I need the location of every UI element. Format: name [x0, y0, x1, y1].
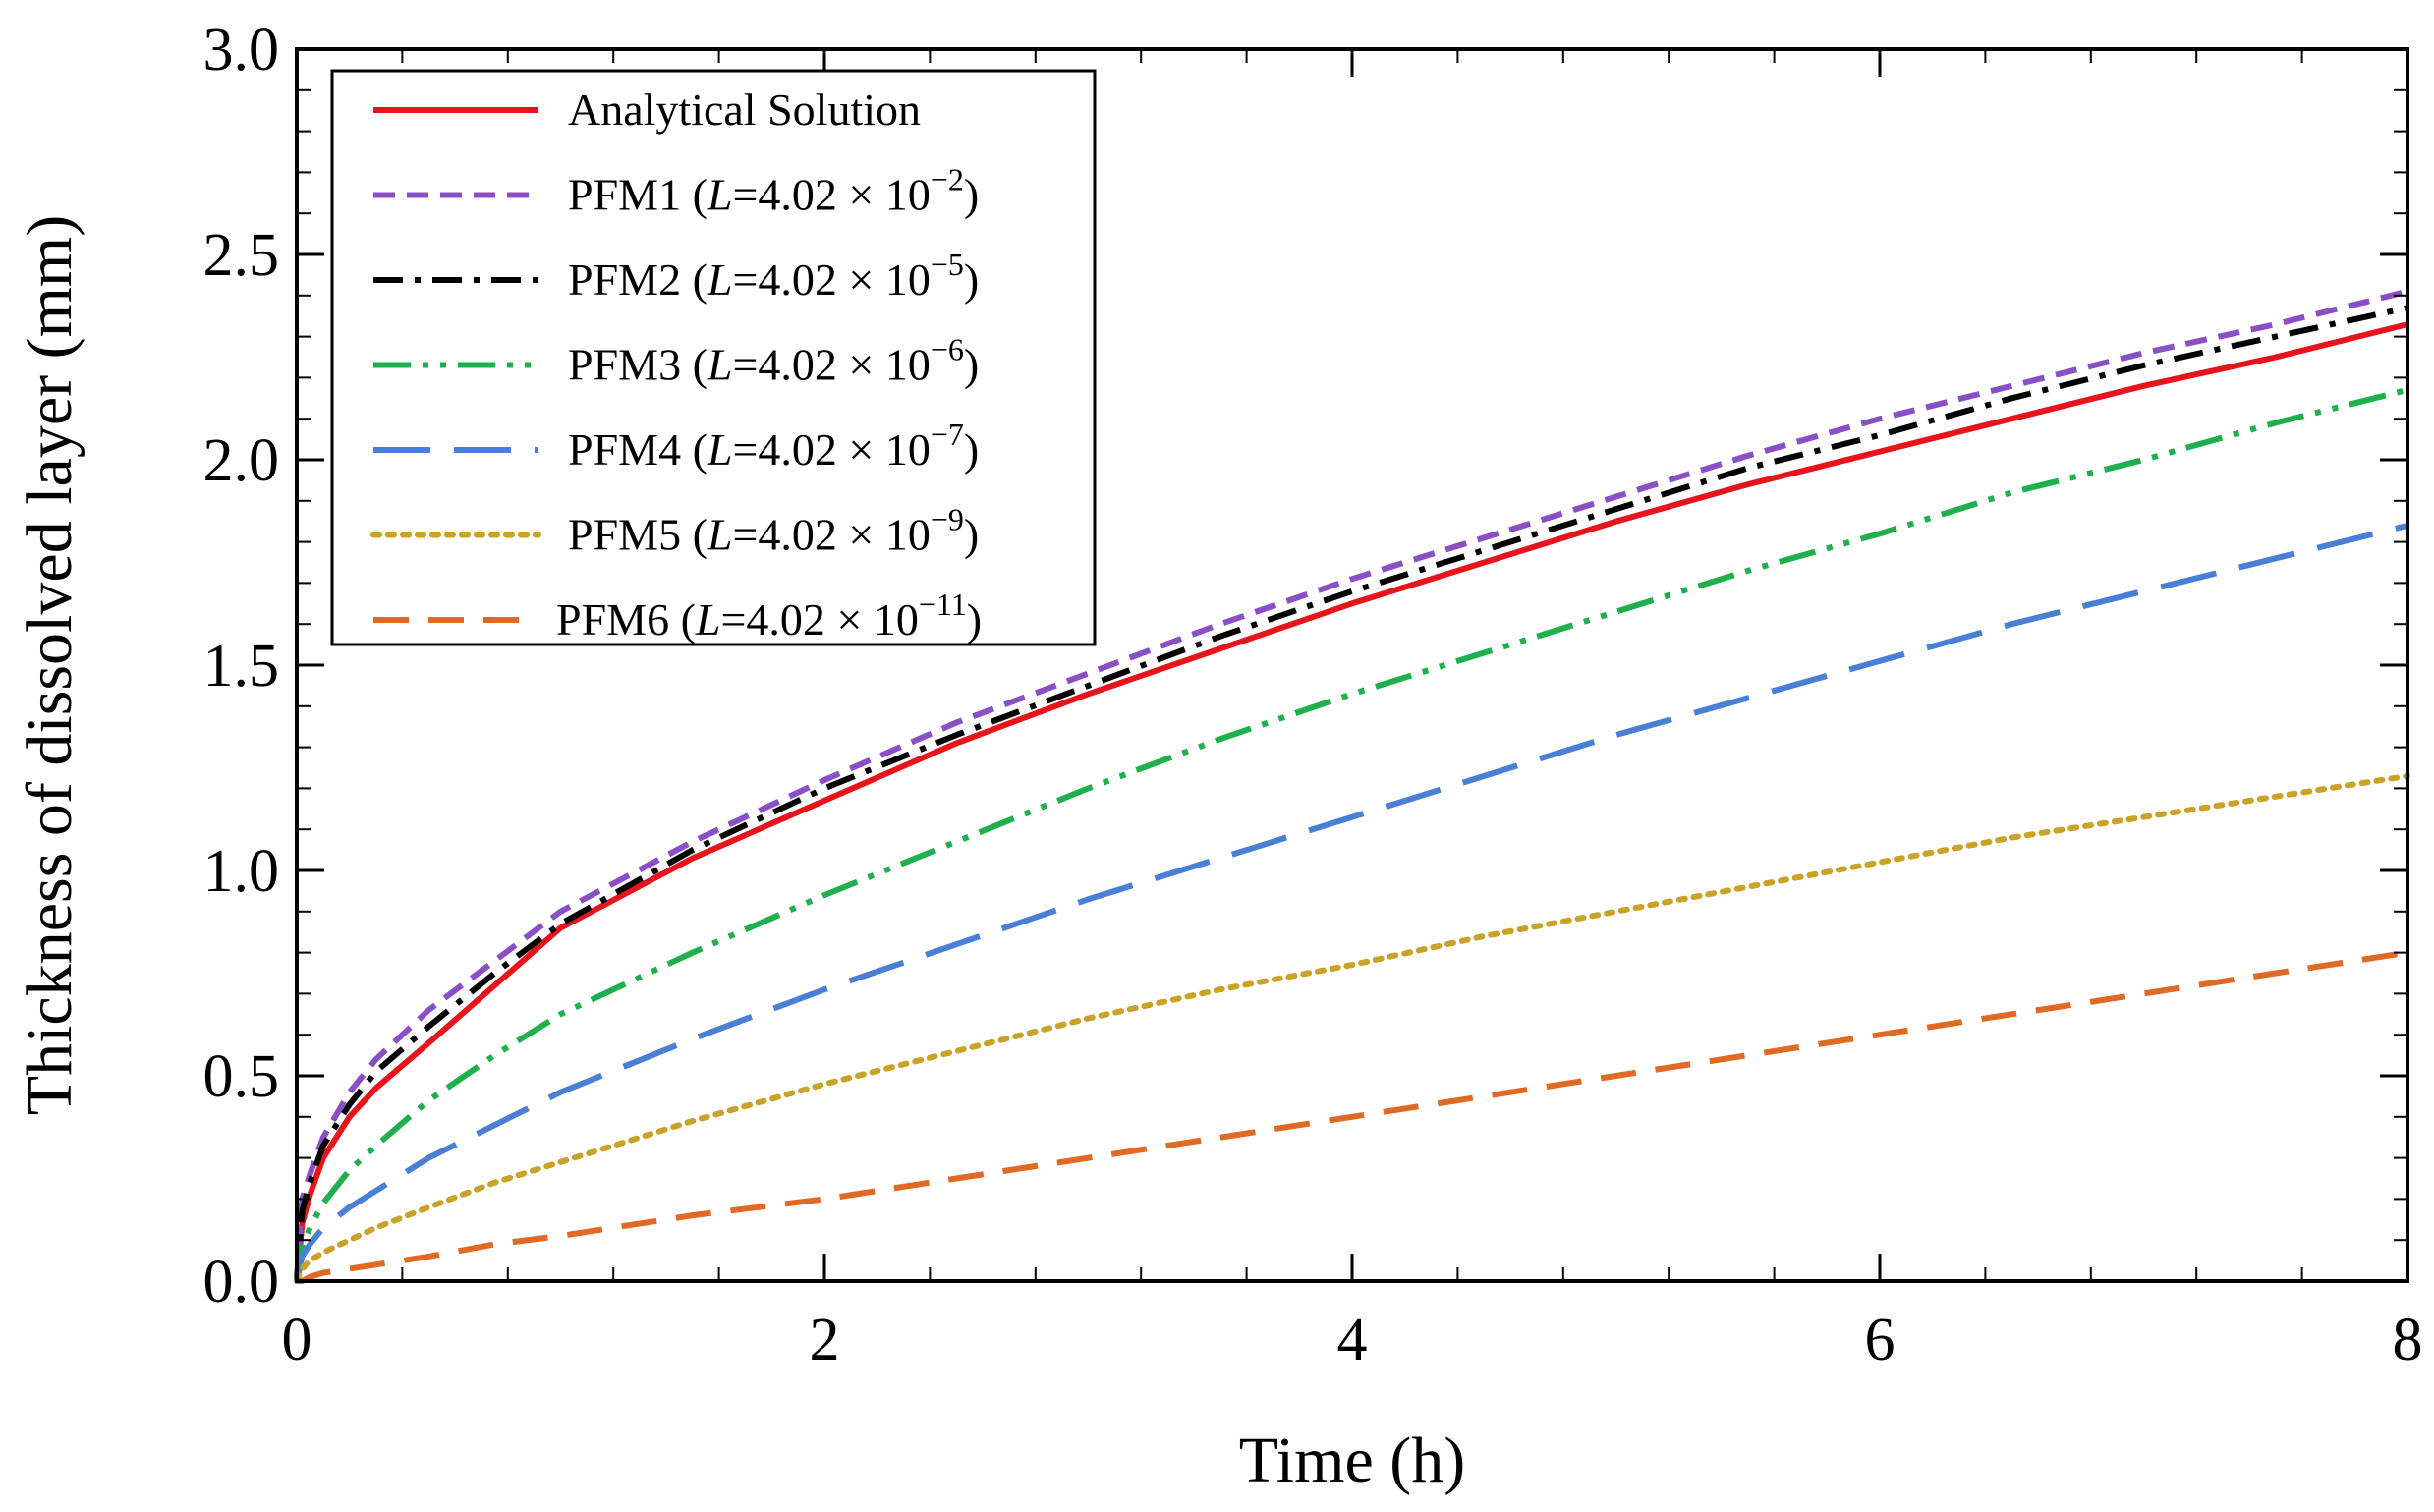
x-tick-label: 2	[810, 1307, 840, 1373]
series-line-2	[294, 288, 2408, 1282]
y-axis-label: Thickness of dissolved layer (mm)	[14, 215, 85, 1115]
legend-label-1: Analytical Solution	[568, 84, 921, 135]
y-tick-label: 1.0	[203, 838, 280, 905]
legend: Analytical Solution PFM1 (L=4.02 × 10−2) P…	[330, 69, 1097, 646]
legend-label-3: PFM2 (L=4.02 × 10−5)	[568, 247, 979, 305]
series-line-3	[294, 305, 2408, 1282]
legend-label-4: PFM3 (L=4.02 × 10−6)	[568, 332, 979, 390]
legend-label-7: PFM6 (L=4.02 × 10−11)	[556, 587, 982, 644]
series-layer	[294, 288, 2410, 1284]
y-tick-label: 1.5	[203, 633, 280, 700]
series-line-4	[294, 386, 2408, 1282]
x-tick-label: 0	[282, 1307, 312, 1373]
x-tick-label: 4	[1337, 1307, 1368, 1373]
x-tick-label: 8	[2393, 1307, 2423, 1373]
x-tick-label: 6	[1865, 1307, 1896, 1373]
y-tick-label: 0.5	[203, 1043, 280, 1110]
ticks-layer: 0 2 4 6 8 0.0 0.5 1.0 1.5 2.0 2.5 3.0	[203, 17, 2423, 1373]
legend-label-5: PFM4 (L=4.02 × 10−7)	[568, 417, 979, 475]
x-axis-label: Time (h)	[1239, 1425, 1465, 1496]
series-line-6	[294, 772, 2410, 1284]
y-tick-label: 2.5	[203, 222, 280, 289]
legend-label-2: PFM1 (L=4.02 × 10−2)	[568, 162, 979, 220]
series-line-5	[294, 522, 2408, 1282]
y-tick-label: 2.0	[203, 427, 280, 494]
series-line-7	[297, 949, 2408, 1284]
legend-box	[330, 69, 1097, 646]
y-tick-label: 3.0	[203, 17, 280, 84]
y-tick-label: 0.0	[203, 1249, 280, 1316]
legend-label-6: PFM5 (L=4.02 × 10−9)	[568, 502, 979, 560]
series-line-1	[294, 321, 2408, 1282]
